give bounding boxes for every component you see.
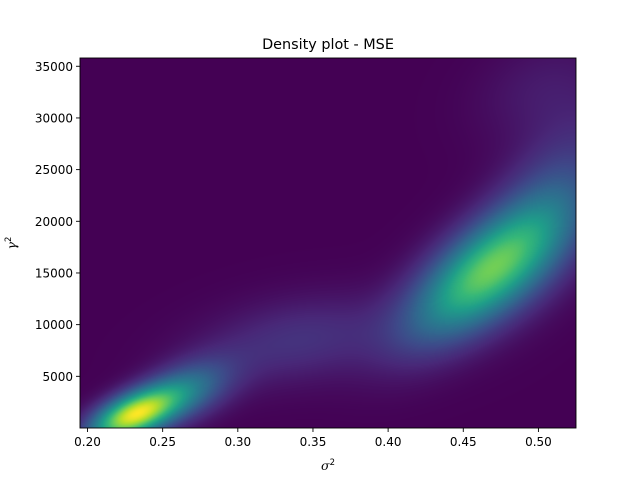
density-heatmap bbox=[80, 58, 576, 428]
chart-title: Density plot - MSE bbox=[262, 37, 394, 53]
x-axis-label: σ2 bbox=[321, 458, 335, 473]
x-axis-label-sup: 2 bbox=[330, 458, 335, 468]
x-tick-label: 0.25 bbox=[149, 435, 176, 449]
x-tick-label: 0.40 bbox=[375, 435, 402, 449]
y-axis-label: γ2 bbox=[4, 237, 19, 250]
y-tick-label: 35000 bbox=[35, 60, 73, 74]
x-axis-label-base: σ bbox=[321, 458, 330, 473]
plot-frame bbox=[79, 57, 577, 429]
y-axis-label-base: γ bbox=[4, 241, 19, 249]
x-tick-label: 0.30 bbox=[224, 435, 251, 449]
x-tick-label: 0.20 bbox=[74, 435, 101, 449]
y-tick-label: 5000 bbox=[42, 370, 73, 384]
y-tick-label: 15000 bbox=[35, 266, 73, 280]
x-tick-label: 0.45 bbox=[450, 435, 477, 449]
y-tick-label: 20000 bbox=[35, 215, 73, 229]
y-tick-label: 10000 bbox=[35, 318, 73, 332]
y-axis-ticks: 5000 10000 15000 20000 25000 30000 35000 bbox=[35, 60, 80, 384]
x-tick-label: 0.50 bbox=[525, 435, 552, 449]
y-tick-label: 25000 bbox=[35, 163, 73, 177]
x-tick-label: 0.35 bbox=[300, 435, 327, 449]
density-canvas bbox=[80, 58, 576, 428]
x-axis-ticks: 0.20 0.25 0.30 0.35 0.40 0.45 0.50 bbox=[74, 428, 552, 449]
y-tick-label: 30000 bbox=[35, 111, 73, 125]
y-axis-label-sup: 2 bbox=[4, 237, 14, 242]
